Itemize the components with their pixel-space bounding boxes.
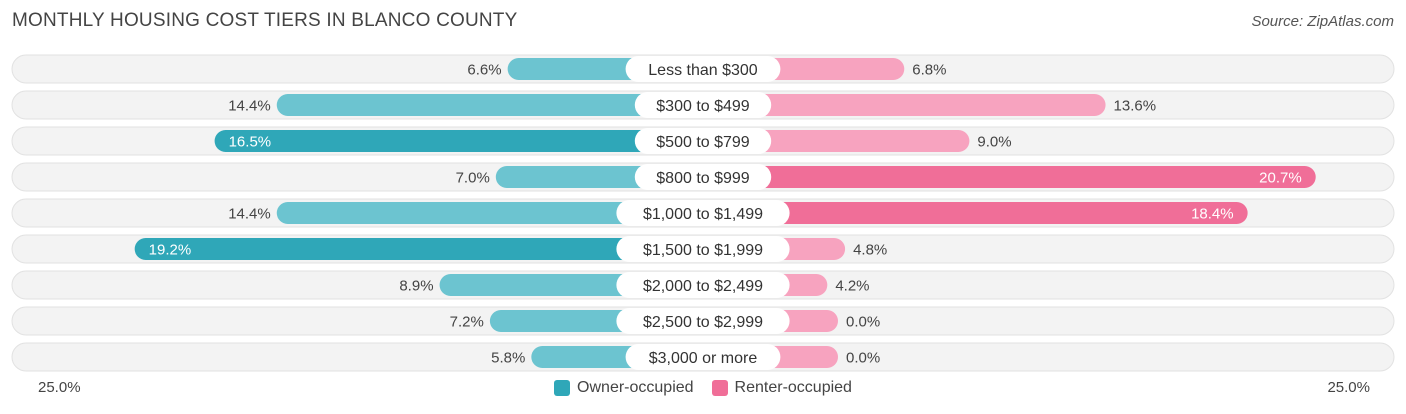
category-pill (634, 92, 772, 118)
category-pill (616, 308, 790, 334)
category-label: $500 to $799 (656, 134, 750, 151)
owner-bar (276, 94, 714, 116)
axis-label-left: 25.0% (38, 379, 81, 396)
renter-bar (692, 202, 1248, 224)
owner-value-label: 16.5% (229, 134, 272, 151)
owner-value-label: 8.9% (399, 278, 433, 295)
category-pill (634, 128, 772, 154)
legend-swatch-owner (554, 380, 571, 396)
category-label: $1,500 to $1,999 (643, 242, 763, 259)
axis-label-right: 25.0% (1327, 379, 1370, 396)
owner-value-label: 6.6% (467, 62, 501, 79)
renter-value-label: 0.0% (846, 350, 880, 367)
category-label: $3,000 or more (649, 350, 758, 367)
owner-bar (276, 202, 714, 224)
renter-value-label: 13.6% (1114, 98, 1157, 115)
legend-item-owner: Owner-occupied (554, 379, 694, 397)
renter-value-label: 18.4% (1191, 206, 1234, 223)
legend-label-owner: Owner-occupied (577, 379, 694, 396)
renter-value-label: 4.2% (835, 278, 869, 295)
category-pill (616, 236, 790, 262)
owner-value-label: 7.2% (450, 314, 484, 331)
category-pill (634, 164, 772, 190)
legend-label-renter: Renter-occupied (734, 379, 852, 396)
category-label: $300 to $499 (656, 98, 750, 115)
category-label: $2,000 to $2,499 (643, 278, 763, 295)
category-pill (616, 272, 790, 298)
legend: Owner-occupied Renter-occupied (0, 379, 1406, 397)
category-label: $800 to $999 (656, 170, 750, 187)
category-pill (616, 200, 790, 226)
renter-value-label: 9.0% (977, 134, 1011, 151)
category-label: Less than $300 (648, 62, 758, 79)
owner-bar (214, 130, 714, 152)
owner-bar (134, 238, 714, 260)
renter-value-label: 4.8% (853, 242, 887, 259)
owner-value-label: 5.8% (491, 350, 525, 367)
owner-value-label: 14.4% (228, 98, 271, 115)
legend-item-renter: Renter-occupied (711, 379, 852, 397)
owner-value-label: 19.2% (149, 242, 192, 259)
legend-swatch-renter (711, 380, 728, 396)
source-note: Source: ZipAtlas.com (1251, 13, 1394, 30)
category-pill (625, 56, 781, 82)
renter-value-label: 20.7% (1259, 170, 1302, 187)
owner-value-label: 14.4% (228, 206, 271, 223)
owner-value-label: 7.0% (456, 170, 490, 187)
category-label: $1,000 to $1,499 (643, 206, 763, 223)
category-label: $2,500 to $2,999 (643, 314, 763, 331)
renter-bar (692, 166, 1316, 188)
category-pill (625, 344, 781, 370)
renter-value-label: 0.0% (846, 314, 880, 331)
chart-title: MONTHLY HOUSING COST TIERS IN BLANCO COU… (12, 10, 518, 31)
renter-value-label: 6.8% (912, 62, 946, 79)
renter-bar (692, 94, 1106, 116)
